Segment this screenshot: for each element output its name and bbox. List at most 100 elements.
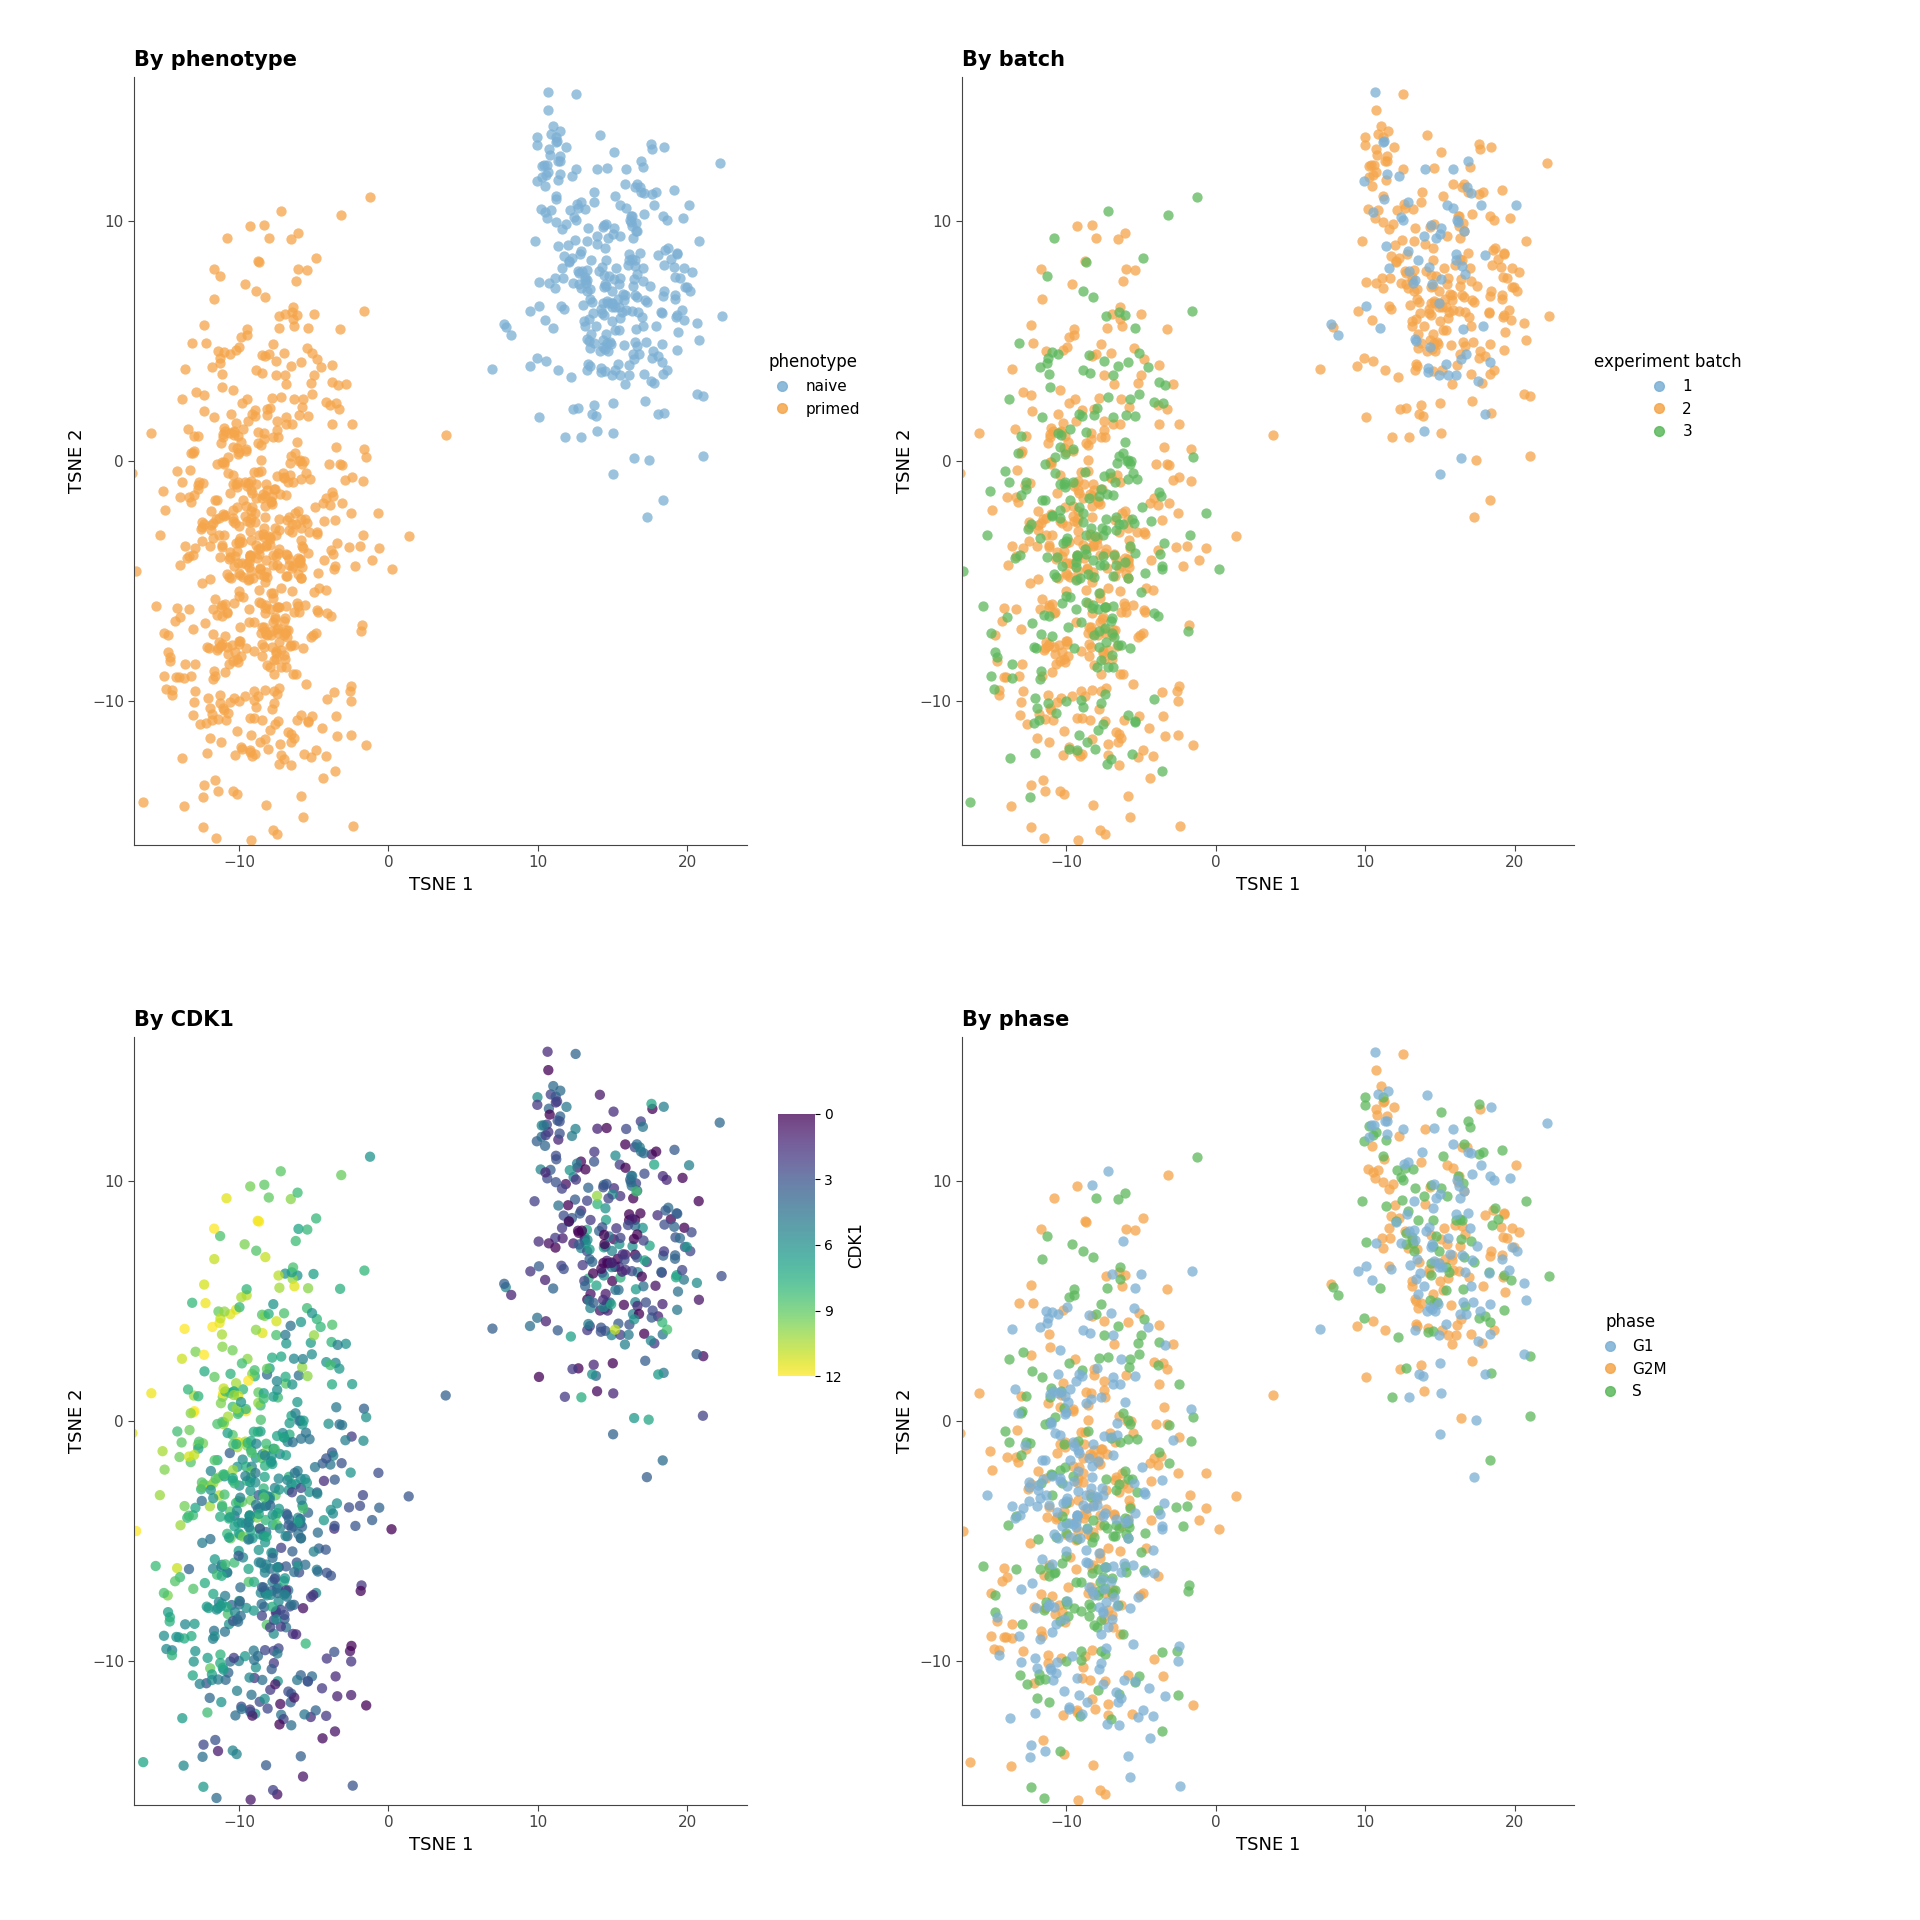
Point — [213, 457, 244, 488]
Point — [589, 1279, 620, 1309]
Point — [1085, 578, 1116, 609]
Point — [265, 749, 296, 780]
Point — [996, 1622, 1027, 1653]
Point — [1359, 1110, 1390, 1140]
Point — [1142, 1350, 1173, 1380]
Point — [324, 1273, 355, 1304]
Point — [240, 1356, 271, 1386]
Point — [964, 1379, 995, 1409]
Point — [1060, 470, 1091, 501]
Point — [1116, 1405, 1146, 1436]
Point — [244, 588, 275, 618]
Point — [1104, 440, 1135, 470]
Point — [620, 244, 651, 275]
Point — [530, 171, 561, 202]
Point — [1365, 1273, 1396, 1304]
Point — [1367, 263, 1398, 294]
Point — [227, 1348, 257, 1379]
Point — [1029, 1594, 1060, 1624]
Point — [234, 1171, 265, 1202]
Point — [1350, 267, 1380, 298]
Point — [630, 198, 660, 228]
Point — [1515, 1340, 1546, 1371]
Point — [263, 591, 294, 622]
Point — [290, 1628, 321, 1659]
Point — [319, 1465, 349, 1496]
Point — [252, 1521, 282, 1551]
Point — [275, 632, 305, 662]
Point — [1357, 1119, 1388, 1150]
Point — [1476, 276, 1507, 307]
Point — [981, 641, 1012, 672]
Point — [230, 1273, 261, 1304]
Point — [230, 1509, 261, 1540]
Point — [622, 298, 653, 328]
Point — [255, 653, 286, 684]
Point — [200, 1724, 230, 1755]
Point — [1085, 1450, 1116, 1480]
Point — [526, 1110, 557, 1140]
Point — [651, 1313, 682, 1344]
Point — [1096, 1599, 1127, 1630]
Point — [1432, 263, 1463, 294]
Point — [1179, 730, 1210, 760]
Point — [248, 419, 278, 449]
Point — [1127, 492, 1158, 522]
Point — [1164, 670, 1194, 701]
Point — [1014, 507, 1044, 538]
Point — [219, 509, 250, 540]
Point — [1077, 618, 1108, 649]
Point — [641, 1200, 672, 1231]
Point — [1135, 762, 1165, 793]
Point — [1390, 257, 1421, 288]
Point — [1415, 211, 1446, 242]
Point — [286, 1511, 317, 1542]
Point — [1415, 1233, 1446, 1263]
Point — [1427, 355, 1457, 386]
Point — [1352, 401, 1382, 432]
Point — [296, 378, 326, 409]
Point — [588, 332, 618, 363]
Point — [1475, 280, 1505, 311]
Point — [1125, 1260, 1156, 1290]
Point — [1046, 1377, 1077, 1407]
Point — [1423, 1248, 1453, 1279]
Point — [298, 1580, 328, 1611]
Point — [230, 682, 261, 712]
Point — [276, 751, 307, 781]
Point — [1073, 1601, 1104, 1632]
Point — [547, 253, 578, 284]
Point — [1104, 751, 1135, 781]
Point — [1089, 1780, 1119, 1811]
Point — [605, 269, 636, 300]
Point — [1068, 530, 1098, 561]
Point — [591, 209, 622, 240]
Point — [261, 520, 292, 551]
Point — [599, 136, 630, 167]
Point — [1077, 1549, 1108, 1580]
Point — [1104, 1263, 1135, 1294]
Point — [1409, 154, 1440, 184]
Point — [1091, 1382, 1121, 1413]
Point — [626, 146, 657, 177]
Point — [225, 332, 255, 363]
Point — [1050, 580, 1081, 611]
Point — [284, 597, 315, 628]
Point — [276, 409, 307, 440]
Point — [1079, 649, 1110, 680]
Point — [182, 1380, 213, 1411]
Point — [292, 401, 323, 432]
Point — [975, 1620, 1006, 1651]
Point — [624, 1298, 655, 1329]
Point — [230, 492, 261, 522]
Point — [265, 1156, 296, 1187]
Point — [221, 1496, 252, 1526]
Point — [234, 737, 265, 768]
Point — [188, 1772, 219, 1803]
Point — [1014, 1528, 1044, 1559]
Point — [156, 641, 186, 672]
Point — [476, 1313, 507, 1344]
Point — [1016, 1730, 1046, 1761]
Point — [202, 1594, 232, 1624]
Point — [605, 221, 636, 252]
